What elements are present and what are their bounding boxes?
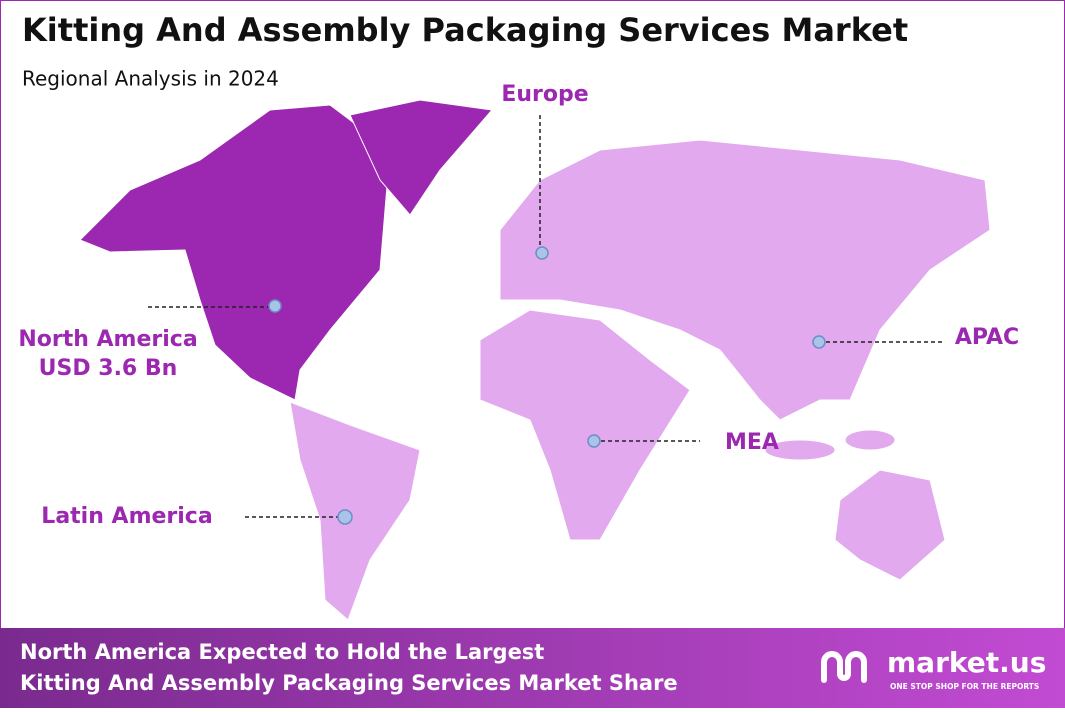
- islands-shape: [844, 429, 896, 451]
- footer-band: [0, 628, 1065, 708]
- region-label: MEA: [725, 430, 779, 455]
- region-label: Latin America: [41, 504, 212, 529]
- eurasia-shape: [499, 139, 991, 421]
- title: Kitting And Assembly Packaging Services …: [22, 11, 908, 49]
- australia-shape: [834, 469, 946, 581]
- brand-name: market.us: [887, 646, 1046, 679]
- marker: [268, 299, 282, 313]
- callouts: Europe North America USD 3.6 Bn APAC MEA…: [18, 82, 1019, 529]
- world-map: [79, 99, 991, 621]
- region-label: Europe: [501, 82, 588, 107]
- region-label: APAC: [955, 325, 1019, 350]
- region-label: North America: [18, 327, 197, 352]
- africa-shape: [479, 309, 691, 541]
- subtitle: Regional Analysis in 2024: [22, 67, 279, 91]
- brand-logo: market.us ONE STOP SHOP FOR THE REPORTS: [821, 646, 1046, 691]
- marker: [337, 509, 353, 525]
- region-value: USD 3.6 Bn: [39, 356, 178, 381]
- marker: [812, 335, 826, 349]
- marker: [587, 434, 601, 448]
- marker: [535, 246, 549, 260]
- logo-icon: [821, 651, 867, 683]
- brand-tagline: ONE STOP SHOP FOR THE REPORTS: [890, 682, 1039, 691]
- north-america-shape: [79, 104, 391, 401]
- footer-line: North America Expected to Hold the Large…: [20, 640, 544, 664]
- greenland-shape: [349, 99, 493, 216]
- latin-america-shape: [289, 401, 421, 621]
- footer-line: Kitting And Assembly Packaging Services …: [20, 671, 678, 695]
- islands-shape: [764, 439, 836, 461]
